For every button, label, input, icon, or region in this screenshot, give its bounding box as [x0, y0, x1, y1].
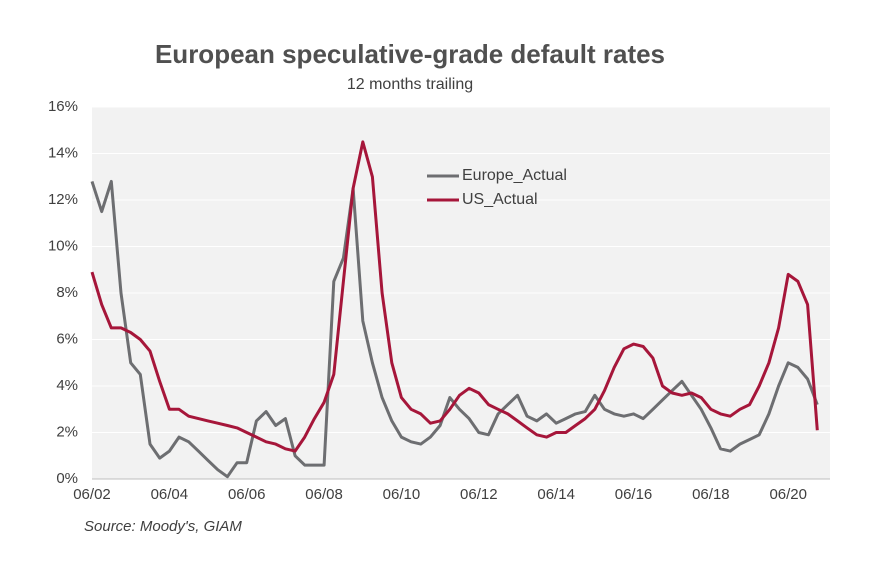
- y-tick-label: 10%: [48, 237, 78, 254]
- x-tick-label: 06/12: [460, 486, 498, 503]
- x-tick-label: 06/02: [73, 486, 111, 503]
- chart-subtitle: 12 months trailing: [347, 76, 473, 93]
- x-tick-label: 06/08: [305, 486, 343, 503]
- x-tick-label: 06/04: [151, 486, 189, 503]
- source-note: Source: Moody's, GIAM: [84, 518, 242, 535]
- x-tick-label: 06/16: [615, 486, 653, 503]
- x-tick-label: 06/14: [537, 486, 575, 503]
- x-tick-label: 06/06: [228, 486, 266, 503]
- y-tick-label: 2%: [56, 423, 78, 440]
- y-tick-label: 12%: [48, 191, 78, 208]
- y-tick-label: 8%: [56, 284, 78, 301]
- y-tick-label: 16%: [48, 98, 78, 115]
- legend-label: Europe_Actual: [462, 167, 567, 184]
- x-tick-label: 06/20: [769, 486, 807, 503]
- y-tick-label: 14%: [48, 144, 78, 161]
- x-tick-label: 06/18: [692, 486, 730, 503]
- y-tick-label: 6%: [56, 330, 78, 347]
- legend-label: US_Actual: [462, 191, 538, 208]
- y-tick-label: 4%: [56, 377, 78, 394]
- y-tick-label: 0%: [56, 470, 78, 487]
- series-line: [90, 140, 819, 453]
- x-tick-label: 06/10: [383, 486, 421, 503]
- chart-title: European speculative-grade default rates: [155, 39, 665, 69]
